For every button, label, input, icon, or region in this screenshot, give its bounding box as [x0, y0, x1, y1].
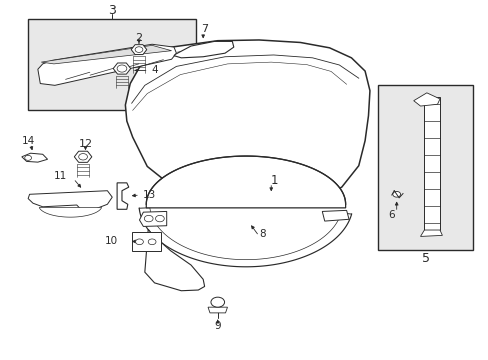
Polygon shape [41, 45, 171, 64]
Bar [28, 18, 196, 110]
Polygon shape [207, 307, 227, 313]
Text: 9: 9 [214, 321, 221, 332]
Polygon shape [117, 183, 128, 209]
Circle shape [392, 192, 400, 197]
Text: 2: 2 [135, 33, 142, 43]
Polygon shape [131, 45, 146, 55]
Circle shape [144, 215, 153, 222]
Polygon shape [113, 63, 130, 74]
Polygon shape [131, 232, 161, 251]
Circle shape [25, 156, 31, 160]
Circle shape [79, 154, 87, 160]
Text: 6: 6 [388, 210, 394, 220]
Polygon shape [38, 44, 176, 85]
Polygon shape [125, 40, 369, 198]
Text: 3: 3 [108, 4, 116, 17]
Polygon shape [420, 230, 442, 237]
Circle shape [135, 239, 143, 245]
Circle shape [135, 47, 142, 53]
Circle shape [117, 65, 126, 72]
Text: 1: 1 [270, 174, 278, 186]
Polygon shape [22, 153, 47, 162]
Polygon shape [413, 93, 439, 106]
Polygon shape [39, 207, 102, 217]
Circle shape [210, 297, 224, 307]
Polygon shape [424, 97, 439, 230]
Polygon shape [28, 191, 112, 208]
Circle shape [148, 239, 156, 245]
Polygon shape [322, 210, 348, 221]
Text: 10: 10 [104, 237, 118, 247]
Text: 4: 4 [151, 65, 158, 75]
Polygon shape [174, 41, 233, 58]
Text: 13: 13 [143, 190, 156, 200]
Text: 11: 11 [54, 171, 67, 181]
Bar [377, 85, 472, 249]
Text: 8: 8 [259, 229, 265, 239]
Text: 14: 14 [21, 136, 35, 146]
Text: 7: 7 [201, 24, 208, 34]
Polygon shape [144, 229, 204, 291]
Circle shape [155, 215, 164, 222]
Text: 5: 5 [421, 252, 429, 265]
Polygon shape [74, 151, 92, 162]
Polygon shape [139, 211, 166, 226]
Polygon shape [146, 156, 345, 208]
Text: 12: 12 [78, 139, 92, 149]
